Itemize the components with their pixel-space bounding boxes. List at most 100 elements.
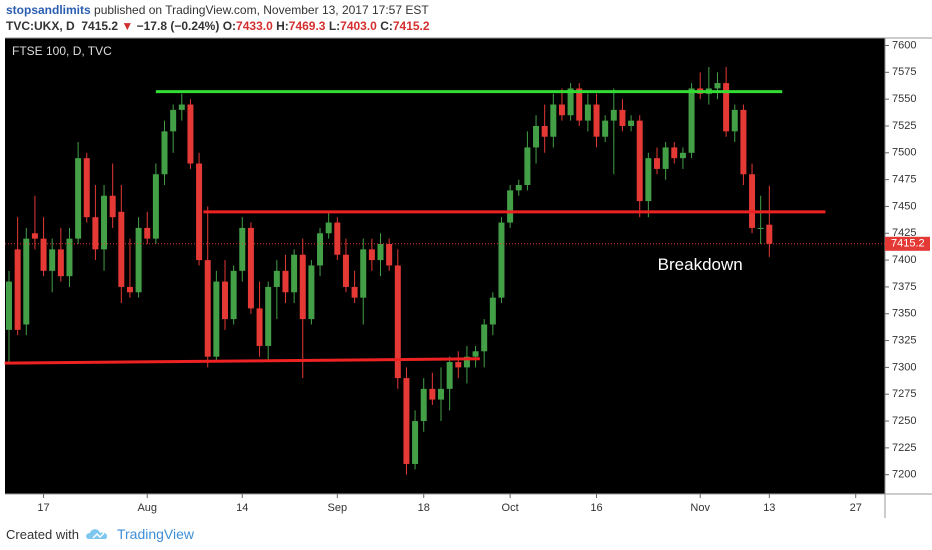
candle-body [472, 351, 479, 357]
candle-body [558, 104, 565, 116]
candle-body [749, 174, 756, 228]
candle-body [126, 286, 133, 293]
candle-body [342, 254, 349, 287]
candle-body [23, 238, 30, 325]
candle-body [360, 249, 367, 298]
candle-body [507, 190, 514, 223]
candle-body [222, 281, 228, 320]
candle-body [66, 238, 73, 277]
y-tick-label: 7400 [892, 254, 916, 266]
candle-body [170, 109, 177, 132]
candle-body [524, 147, 531, 185]
last-price-label: 7415.2 [891, 238, 925, 250]
candle-body [662, 147, 669, 169]
candle-body [92, 217, 99, 250]
trend-line [4, 357, 480, 365]
candle-body [49, 249, 56, 271]
annotation: Breakdown [658, 255, 743, 274]
y-tick-label: 7550 [892, 93, 916, 105]
candle-body [178, 104, 185, 110]
candle-body [688, 88, 695, 153]
last-price-box [885, 236, 930, 251]
candle-body [671, 147, 678, 159]
candle-body [144, 227, 151, 239]
candle-body [481, 324, 488, 352]
candle-body [239, 227, 246, 271]
candle-body [654, 158, 660, 169]
candle-body [576, 88, 583, 121]
candle-body [740, 109, 747, 175]
x-tick-label: 14 [236, 502, 248, 514]
candle-body [265, 286, 272, 346]
plot-background [5, 38, 885, 494]
y-axis-background [885, 38, 932, 494]
logo [86, 529, 108, 539]
y-tick-label: 7300 [892, 361, 916, 373]
candle-body [317, 233, 324, 266]
candle-body [230, 270, 237, 320]
candle-body [101, 195, 108, 250]
brand[interactable]: TradingView [116, 526, 195, 542]
candle-body [368, 249, 375, 261]
candle-body [438, 388, 444, 400]
candle-body [463, 356, 470, 368]
y-tick-label: 7325 [892, 334, 916, 346]
publish-line: stopsandlimits published on TradingView.… [6, 2, 926, 18]
candle-body [533, 125, 540, 148]
candle-body [14, 249, 21, 330]
y-tick-label: 7350 [892, 308, 916, 320]
y-tick-label: 7200 [892, 469, 916, 481]
candle-body [161, 131, 168, 175]
candle-body [723, 83, 730, 132]
candle-body [40, 238, 47, 271]
ohlc-key: L: [328, 19, 341, 33]
candle-body [351, 286, 358, 298]
candle-body [619, 109, 626, 126]
x-tick-label: 27 [850, 502, 862, 514]
candle-body [584, 104, 591, 121]
candle-body [766, 224, 773, 244]
candle-body [610, 109, 617, 121]
symbol: TVC:UKX, D [6, 19, 75, 33]
candle-body [645, 158, 652, 202]
y-tick-label: 7275 [892, 388, 916, 400]
candle-body [593, 104, 600, 137]
candle-body [602, 120, 609, 137]
candle-body [394, 265, 401, 379]
x-tick-label: Aug [137, 502, 157, 514]
candle-body [57, 249, 64, 277]
y-tick-label: 7525 [892, 120, 916, 132]
candle-body [325, 222, 332, 234]
ohlc-value: 7415.2 [392, 19, 430, 33]
quote-line: TVC:UKX, D 7415.2 ▼ −17.8 (−0.24%) O:743… [6, 18, 926, 34]
footer-text: Created with [6, 526, 79, 542]
change: −17.8 (−0.24%) [136, 19, 220, 33]
candle-body [118, 211, 125, 287]
candle-body [152, 174, 159, 239]
down-arrow: ▼ [121, 19, 134, 33]
candle-body [256, 308, 263, 346]
candle-body [135, 227, 142, 293]
ohlc-key: C: [380, 19, 393, 33]
candle-body [498, 222, 505, 298]
candle-body [6, 281, 12, 330]
ohlc: O:7433.0 H:7469.3 L:7403.0 C:7415.2 [223, 19, 430, 33]
author[interactable]: stopsandlimits [6, 3, 91, 17]
candle-body [204, 260, 211, 357]
candle-body [567, 88, 574, 116]
chart-title: FTSE 100, D, TVC [12, 44, 112, 58]
ohlc-value: 7403.0 [340, 19, 377, 33]
ohlc-key: O: [222, 19, 237, 33]
x-tick-label: 17 [37, 502, 49, 514]
candle-body [515, 184, 522, 191]
candle-body [628, 120, 635, 126]
x-tick-label: Nov [690, 502, 710, 514]
candle-body [196, 163, 203, 261]
candle-body [75, 158, 82, 239]
y-tick-label: 7425 [892, 227, 916, 239]
header: stopsandlimits published on TradingView.… [6, 2, 926, 34]
candle-body [757, 227, 764, 229]
y-tick-label: 7225 [892, 442, 916, 454]
candle-body [403, 378, 410, 464]
candle-body [429, 388, 436, 400]
